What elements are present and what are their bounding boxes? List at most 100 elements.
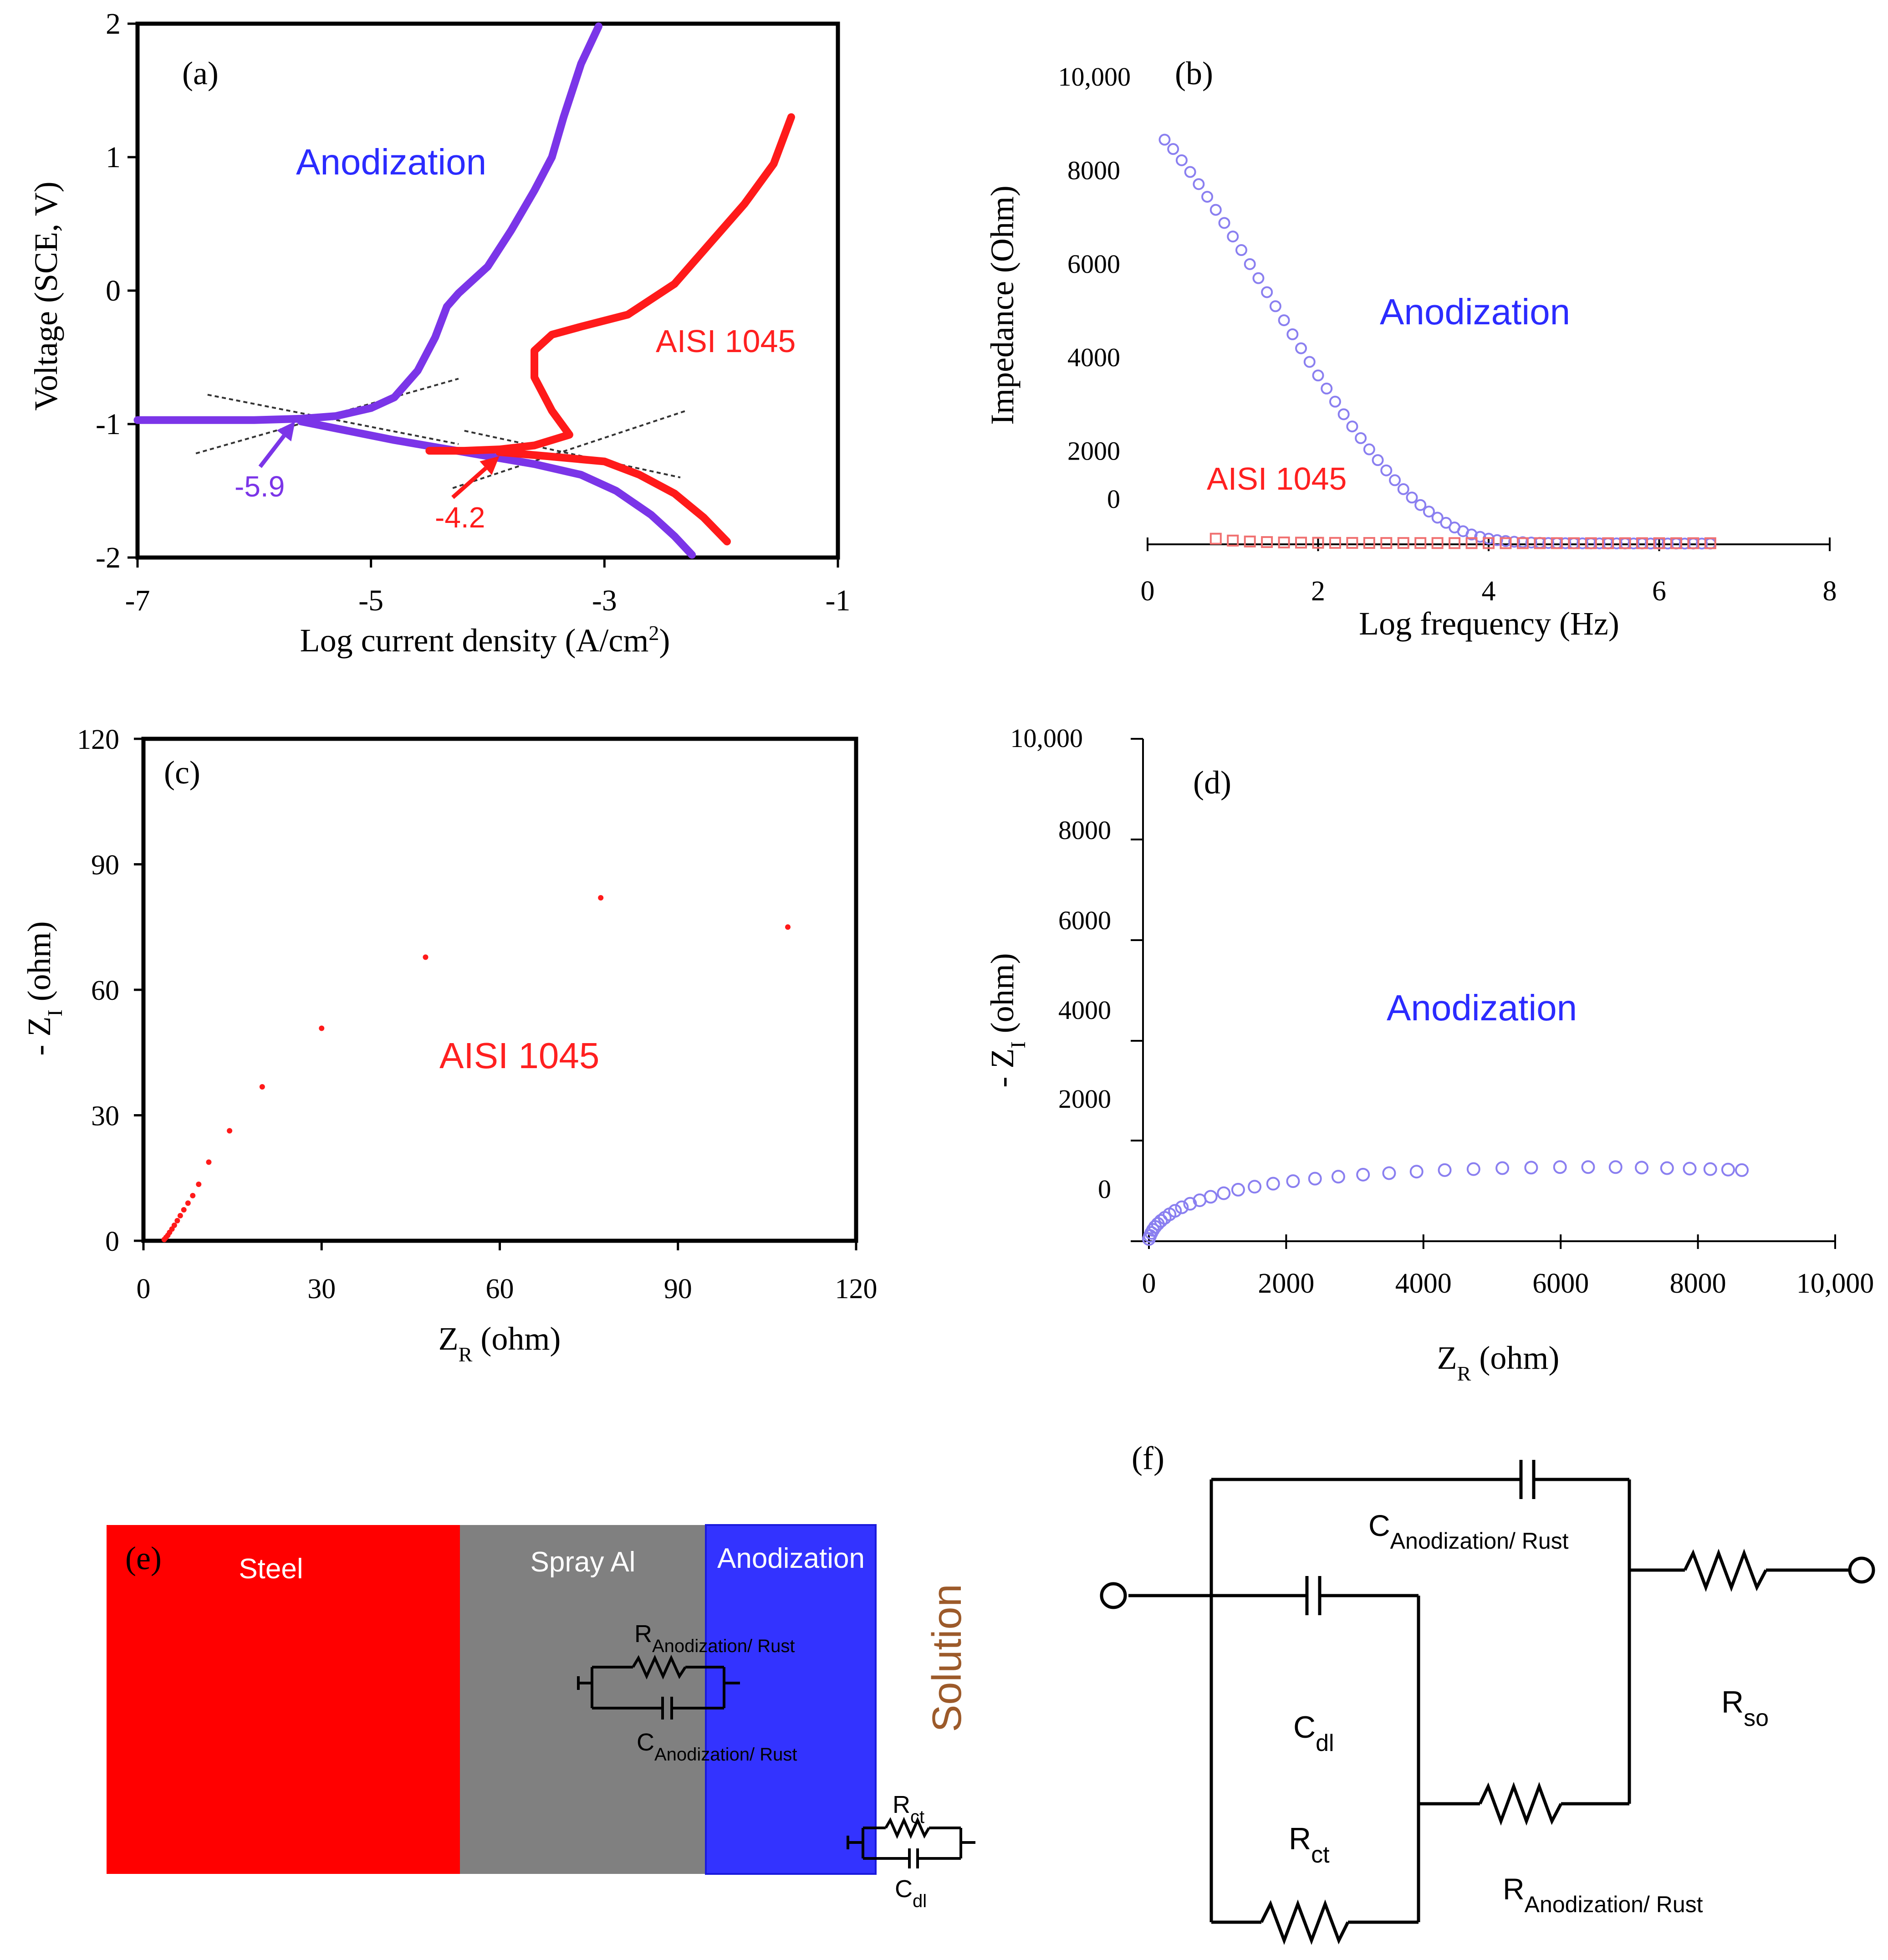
panel-c-x-axis-label: ZR (ohm) <box>439 1320 561 1366</box>
panel-d-y-tick-label: 2000 <box>1058 1084 1111 1114</box>
panel-a-y-tick-label: 1 <box>106 141 121 174</box>
impedance-point-anodization <box>1321 383 1333 395</box>
anodization-layer <box>705 1524 877 1875</box>
panel-a-x-label-end: ) <box>659 622 670 659</box>
aisi-label-c: AISI 1045 <box>439 1035 599 1076</box>
nyquist-point-anodization <box>1248 1180 1262 1194</box>
impedance-point-anodization <box>1303 356 1316 368</box>
c-anod-f-main: C <box>1368 1509 1390 1542</box>
panel-d-x-tick-label: 10,000 <box>1796 1268 1874 1299</box>
r-so-label-f: Rso <box>1721 1685 1769 1731</box>
panel-c-x-tick-label: 0 <box>137 1274 151 1305</box>
impedance-point-anodization <box>1372 454 1384 466</box>
impedance-point-anodization <box>1295 342 1307 354</box>
nyquist-point-anodization <box>1266 1177 1280 1191</box>
panel-b-chart: 0 2 4 6 8 10,000 8000 6000 4000 2000 0 (b) Anodiza… <box>984 55 1837 642</box>
impedance-point-anodization <box>1235 244 1247 256</box>
nyquist-point-anodization <box>1168 1204 1182 1218</box>
nyquist-point-aisi <box>174 1218 180 1223</box>
panel-f-equivalent-circuit: (f) <box>1100 1440 1875 1945</box>
panel-c-x-label-sub: R <box>459 1343 473 1366</box>
aisi-label-a: AISI 1045 <box>656 323 796 359</box>
panel-a-y-tick-label: 2 <box>106 7 121 41</box>
nyquist-point-anodization <box>1331 1170 1345 1184</box>
panel-b-y-tick-label: 4000 <box>1067 343 1120 372</box>
nyquist-point-aisi <box>190 1192 196 1198</box>
panel-b-x-tick-label: 2 <box>1311 576 1325 607</box>
nyquist-point-anodization <box>1495 1161 1510 1175</box>
impedance-point-aisi <box>1295 537 1307 549</box>
ecorr-aisi-value: -4.2 <box>435 501 485 534</box>
panel-a-x-label-sup: 2 <box>648 621 659 645</box>
arrow-head-icon <box>276 421 296 442</box>
impedance-point-anodization <box>1244 258 1256 270</box>
panel-d-x-label-end: (ohm) <box>1471 1340 1559 1376</box>
impedance-point-anodization <box>1397 483 1409 495</box>
impedance-point-anodization <box>1380 464 1393 476</box>
panel-c-y-label-sub: I <box>43 1009 66 1016</box>
panel-c-y-tick-label: 90 <box>91 850 119 881</box>
c-anod-e-sub: Anodization/ Rust <box>654 1745 797 1765</box>
panel-a-y-tick-label: -2 <box>96 541 121 574</box>
solution-label: Solution <box>924 1584 970 1732</box>
impedance-point-anodization <box>1269 300 1281 312</box>
impedance-point-anodization <box>1559 537 1572 549</box>
panel-c-x-tick-label: 60 <box>486 1274 514 1305</box>
impedance-point-aisi <box>1585 537 1597 549</box>
r-so-f-sub: so <box>1744 1705 1769 1731</box>
panel-c-x-label-end: (ohm) <box>472 1320 561 1357</box>
impedance-point-aisi <box>1209 532 1222 545</box>
resistor-icon <box>1683 1548 1768 1592</box>
panel-d-x-tick-label: 6000 <box>1532 1268 1589 1299</box>
nyquist-point-aisi <box>227 1128 233 1134</box>
impedance-point-aisi <box>1551 537 1563 549</box>
rc-circuit-anodization <box>577 1654 740 1719</box>
nyquist-point-anodization <box>1524 1161 1538 1175</box>
panel-b-x-tick-label: 8 <box>1823 576 1837 607</box>
nyquist-point-aisi <box>185 1200 191 1206</box>
resistor-icon <box>1260 1899 1350 1945</box>
impedance-point-anodization <box>1406 491 1418 504</box>
panel-d-y-label-end: (ohm) <box>984 953 1021 1041</box>
panel-c-x-label-main: Z <box>439 1320 459 1357</box>
panel-d-y-axis-label: - ZI (ohm) <box>984 953 1030 1087</box>
nyquist-point-aisi <box>171 1223 177 1228</box>
circuit-wires <box>1128 1460 1849 1945</box>
polarization-curve <box>297 417 696 559</box>
nyquist-point-anodization <box>1581 1160 1595 1174</box>
panel-c-y-tick-label: 120 <box>77 724 119 755</box>
nyquist-point-anodization <box>1356 1167 1370 1182</box>
c-dl-e-main: C <box>895 1875 913 1903</box>
panel-b-y-tick-label: 8000 <box>1067 155 1120 185</box>
impedance-point-anodization <box>1414 499 1427 511</box>
impedance-point-aisi <box>1397 537 1409 549</box>
panel-d-y-label-sub: I <box>1006 1041 1030 1048</box>
impedance-point-anodization <box>1261 286 1273 298</box>
impedance-point-anodization <box>1363 443 1375 455</box>
impedance-point-aisi <box>1619 537 1631 549</box>
impedance-point-anodization <box>1542 537 1555 549</box>
polarization-curve <box>495 448 731 546</box>
impedance-point-aisi <box>1602 537 1614 549</box>
impedance-point-anodization <box>1610 537 1623 550</box>
nyquist-point-aisi <box>259 1084 265 1090</box>
nyquist-point-aisi <box>177 1213 183 1218</box>
impedance-point-anodization <box>1167 143 1179 155</box>
arrow-icon <box>451 466 487 499</box>
anodization-label-b: Anodization <box>1380 292 1570 332</box>
impedance-point-aisi <box>1346 537 1358 549</box>
panel-b-y-tick-label: 10,000 <box>1058 62 1131 92</box>
panel-c-y-label-end: (ohm) <box>21 921 57 1009</box>
panel-c-y-tick-label: 60 <box>91 975 119 1006</box>
nyquist-point-anodization <box>1308 1172 1322 1186</box>
r-anod-f-main: R <box>1503 1872 1525 1906</box>
panel-b-x-tick-label: 6 <box>1652 576 1666 607</box>
nyquist-point-anodization <box>1231 1182 1245 1197</box>
panel-a-curves <box>133 22 795 559</box>
nyquist-point-anodization <box>1409 1165 1424 1179</box>
panel-d-y-tick-label: 0 <box>1098 1174 1111 1204</box>
impedance-point-anodization <box>1662 537 1674 550</box>
panel-b-markers <box>1158 133 1716 550</box>
panel-c-label: (c) <box>164 754 200 791</box>
polarization-curve <box>133 22 603 424</box>
